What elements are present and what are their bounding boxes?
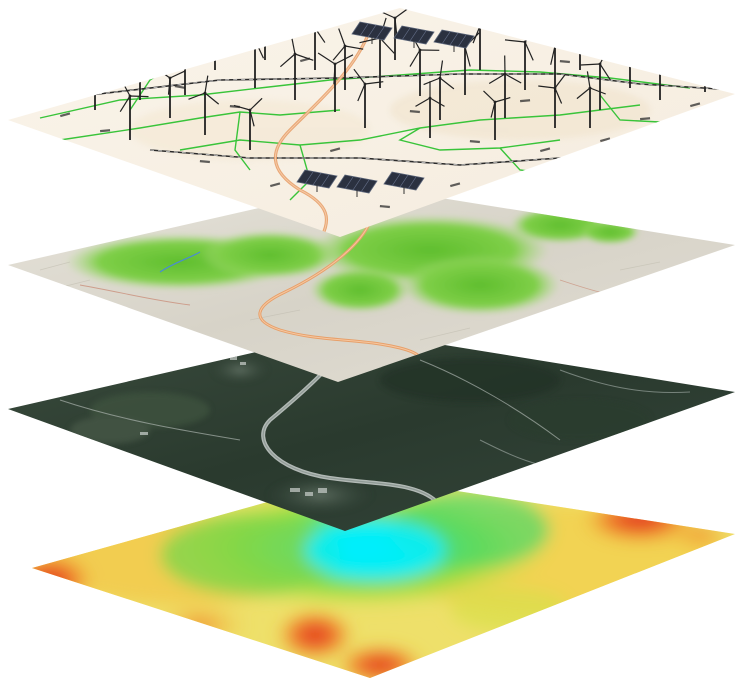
infrastructure-layer [8,8,735,237]
wind-turbine [136,14,169,72]
wind-turbine [483,90,511,140]
solar-panel [433,29,475,52]
wind-turbine [628,8,657,60]
wind-turbine [415,81,445,138]
wind-turbine [317,52,354,112]
wind-turbine [353,68,384,128]
solar-panel [336,174,378,197]
solar-panel [383,171,425,194]
solar-panel-group [296,21,475,197]
wind-turbine [233,97,263,150]
wind-turbine [423,60,455,120]
infrastructure-plane [8,8,735,237]
wind-turbine [332,28,364,90]
wind-turbine [488,55,522,118]
land-cover-layer [8,185,735,382]
solar-panel [351,21,393,44]
wind-turbine [538,74,566,128]
wind-turbine [576,71,606,128]
solar-panel [393,25,435,48]
wind-turbine [683,14,710,70]
wind-turbine [280,34,314,100]
imagery-layer [8,330,735,531]
wind-turbine [188,75,220,135]
solar-panel [296,169,338,192]
